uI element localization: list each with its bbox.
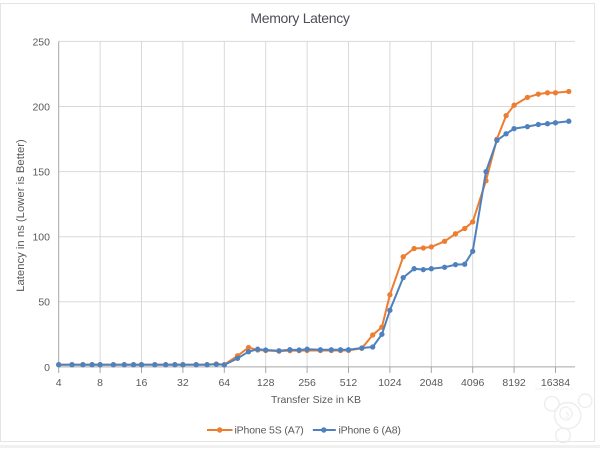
svg-text:16: 16 [136, 377, 148, 389]
svg-text:8192: 8192 [502, 377, 526, 389]
svg-text:100: 100 [32, 232, 50, 244]
svg-text:8: 8 [97, 377, 103, 389]
svg-text:www.beareyes.com.cn: www.beareyes.com.cn [535, 387, 573, 391]
svg-text:1024: 1024 [378, 377, 402, 389]
svg-text:150: 150 [32, 167, 50, 179]
svg-text:iPhone 6 (A8): iPhone 6 (A8) [339, 425, 401, 437]
svg-text:64: 64 [218, 377, 230, 389]
svg-text:iPhone 5S (A7): iPhone 5S (A7) [235, 425, 304, 437]
svg-text:250: 250 [32, 36, 50, 48]
svg-text:32: 32 [177, 377, 189, 389]
svg-text:4096: 4096 [461, 377, 485, 389]
svg-text:128: 128 [257, 377, 275, 389]
svg-text:512: 512 [340, 377, 358, 389]
svg-text:Transfer Size in KB: Transfer Size in KB [271, 394, 361, 406]
svg-text:16384: 16384 [541, 377, 570, 389]
svg-text:0: 0 [44, 362, 50, 374]
svg-text:256: 256 [298, 377, 316, 389]
svg-text:Memory Latency: Memory Latency [250, 10, 350, 26]
svg-text:Latency in ns (Lower is Bette: Latency in ns (Lower is Better) [15, 139, 27, 292]
svg-text:4: 4 [56, 377, 62, 389]
svg-text:200: 200 [32, 101, 50, 113]
svg-text:50: 50 [38, 297, 50, 309]
svg-text:2048: 2048 [420, 377, 444, 389]
